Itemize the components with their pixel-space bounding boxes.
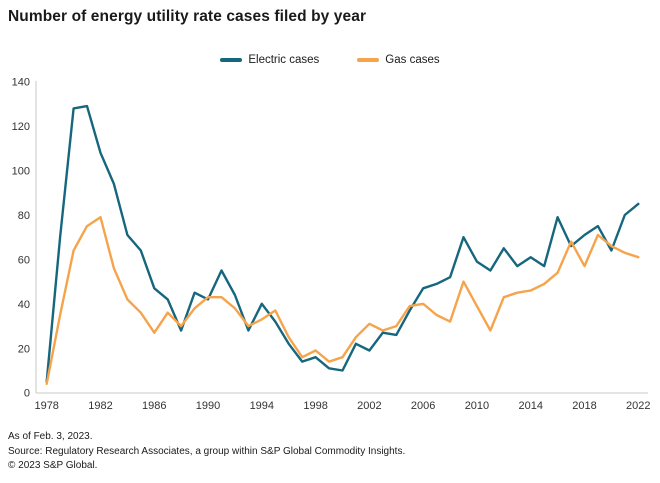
x-tick-label: 1994	[250, 400, 274, 412]
electric-line-swatch-icon	[220, 58, 243, 62]
y-tick-label: 60	[18, 254, 30, 266]
x-tick-label: 1990	[196, 400, 220, 412]
y-tick-label: 80	[18, 210, 30, 222]
y-tick-label: 40	[18, 299, 30, 311]
legend-label-gas: Gas cases	[385, 54, 440, 66]
chart-title: Number of energy utility rate cases file…	[8, 8, 367, 25]
source-note: Source: Regulatory Research Associates, …	[8, 445, 406, 457]
x-tick-label: 1986	[142, 400, 166, 412]
chart-footnotes: As of Feb. 3, 2023. Source: Regulatory R…	[8, 430, 405, 474]
x-tick-label: 1978	[34, 400, 58, 412]
legend-item-gas: Gas cases	[357, 54, 440, 66]
y-tick-label: 100	[12, 166, 30, 178]
x-tick-label: 1982	[88, 400, 112, 412]
y-tick-label: 0	[24, 388, 30, 400]
electric-cases-line	[45, 104, 640, 383]
as-of-note: As of Feb. 3, 2023.	[8, 431, 93, 442]
chart-legend: Electric cases Gas cases	[0, 54, 660, 66]
x-tick-label: 2002	[357, 400, 381, 412]
gas-line-swatch-icon	[357, 58, 380, 62]
legend-label-electric: Electric cases	[248, 54, 320, 66]
x-tick-label: 2018	[572, 400, 596, 412]
x-tick-label: 2014	[518, 400, 542, 412]
x-tick-label: 1998	[303, 400, 327, 412]
x-tick-label: 2010	[465, 400, 489, 412]
y-tick-label: 20	[18, 343, 30, 355]
x-tick-label: 2006	[411, 400, 435, 412]
copyright-note: © 2023 S&P Global.	[8, 460, 98, 471]
y-tick-label: 140	[12, 77, 30, 89]
gas-cases-line	[45, 215, 640, 385]
legend-item-electric: Electric cases	[220, 54, 319, 66]
x-tick-label: 2022	[626, 400, 650, 412]
y-tick-label: 120	[12, 121, 30, 133]
